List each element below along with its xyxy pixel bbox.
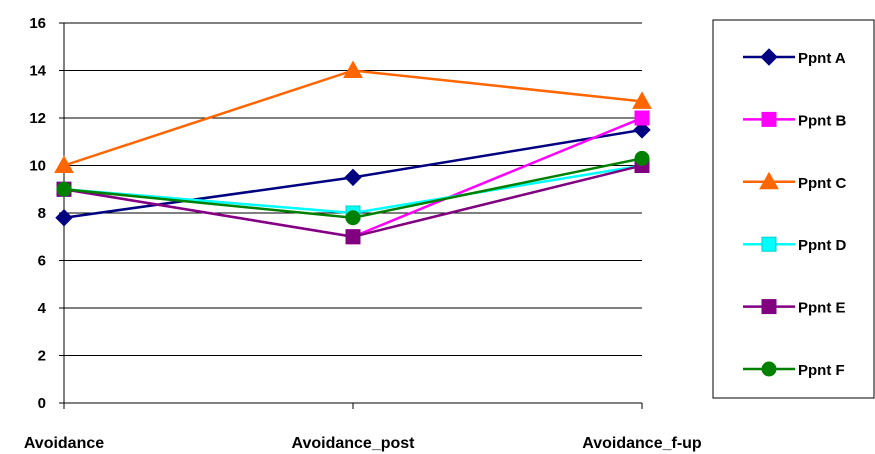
legend-item: Ppnt A: [743, 48, 846, 67]
series-ppnt-c: [54, 60, 652, 173]
y-tick-label: 4: [38, 300, 47, 317]
y-tick-label: 0: [38, 395, 46, 412]
legend-box: [712, 19, 875, 399]
data-point: [343, 60, 363, 78]
y-tick-label: 16: [29, 15, 46, 32]
gridlines: [64, 22, 642, 356]
legend-item: Ppnt C: [743, 171, 846, 192]
legend-marker: [760, 48, 778, 66]
x-category-label: Avoidance: [24, 435, 104, 452]
legend-item: Ppnt E: [743, 299, 846, 317]
legend-label: Ppnt F: [798, 362, 845, 379]
legend-item: Ppnt D: [743, 236, 846, 254]
data-point: [54, 155, 74, 173]
y-tick-label: 2: [38, 348, 46, 365]
legend-marker: [761, 361, 777, 377]
legend-item: Ppnt B: [743, 111, 846, 129]
data-point: [634, 110, 650, 126]
legend-label: Ppnt A: [798, 50, 846, 67]
legend-marker: [761, 299, 777, 315]
data-point: [345, 210, 361, 226]
series-group: [54, 60, 652, 245]
y-tick-label: 12: [29, 110, 46, 127]
x-category-label: Avoidance_f-up: [582, 435, 702, 452]
legend-item: Ppnt F: [743, 361, 845, 379]
legend-label: Ppnt B: [798, 112, 846, 129]
legend-label: Ppnt D: [798, 237, 846, 254]
data-point: [56, 181, 72, 197]
legend-marker: [761, 111, 777, 127]
series-ppnt-f: [56, 150, 650, 226]
y-tick-label: 6: [38, 253, 46, 270]
legend: Ppnt A Ppnt B Ppnt C Ppnt D Ppnt E Ppnt F: [712, 19, 875, 399]
y-tick-label: 8: [38, 205, 46, 222]
y-axis-ticks: 0 2 4 6 8 10 12 14 16: [29, 15, 64, 412]
legend-marker: [759, 171, 779, 190]
y-tick-label: 10: [29, 158, 46, 175]
legend-label: Ppnt C: [798, 175, 846, 192]
x-category-label: Avoidance_post: [292, 435, 416, 452]
x-axis-ticks: Avoidance Avoidance_post Avoidance_f-up: [24, 403, 702, 452]
data-point: [632, 91, 652, 109]
legend-label: Ppnt E: [798, 300, 846, 317]
data-point: [634, 150, 650, 166]
data-point: [344, 168, 362, 187]
y-tick-label: 14: [29, 63, 46, 80]
data-point: [633, 121, 651, 139]
data-point: [345, 229, 361, 245]
series-ppnt-a: [55, 121, 651, 227]
legend-marker: [761, 236, 777, 252]
data-point: [55, 209, 73, 227]
